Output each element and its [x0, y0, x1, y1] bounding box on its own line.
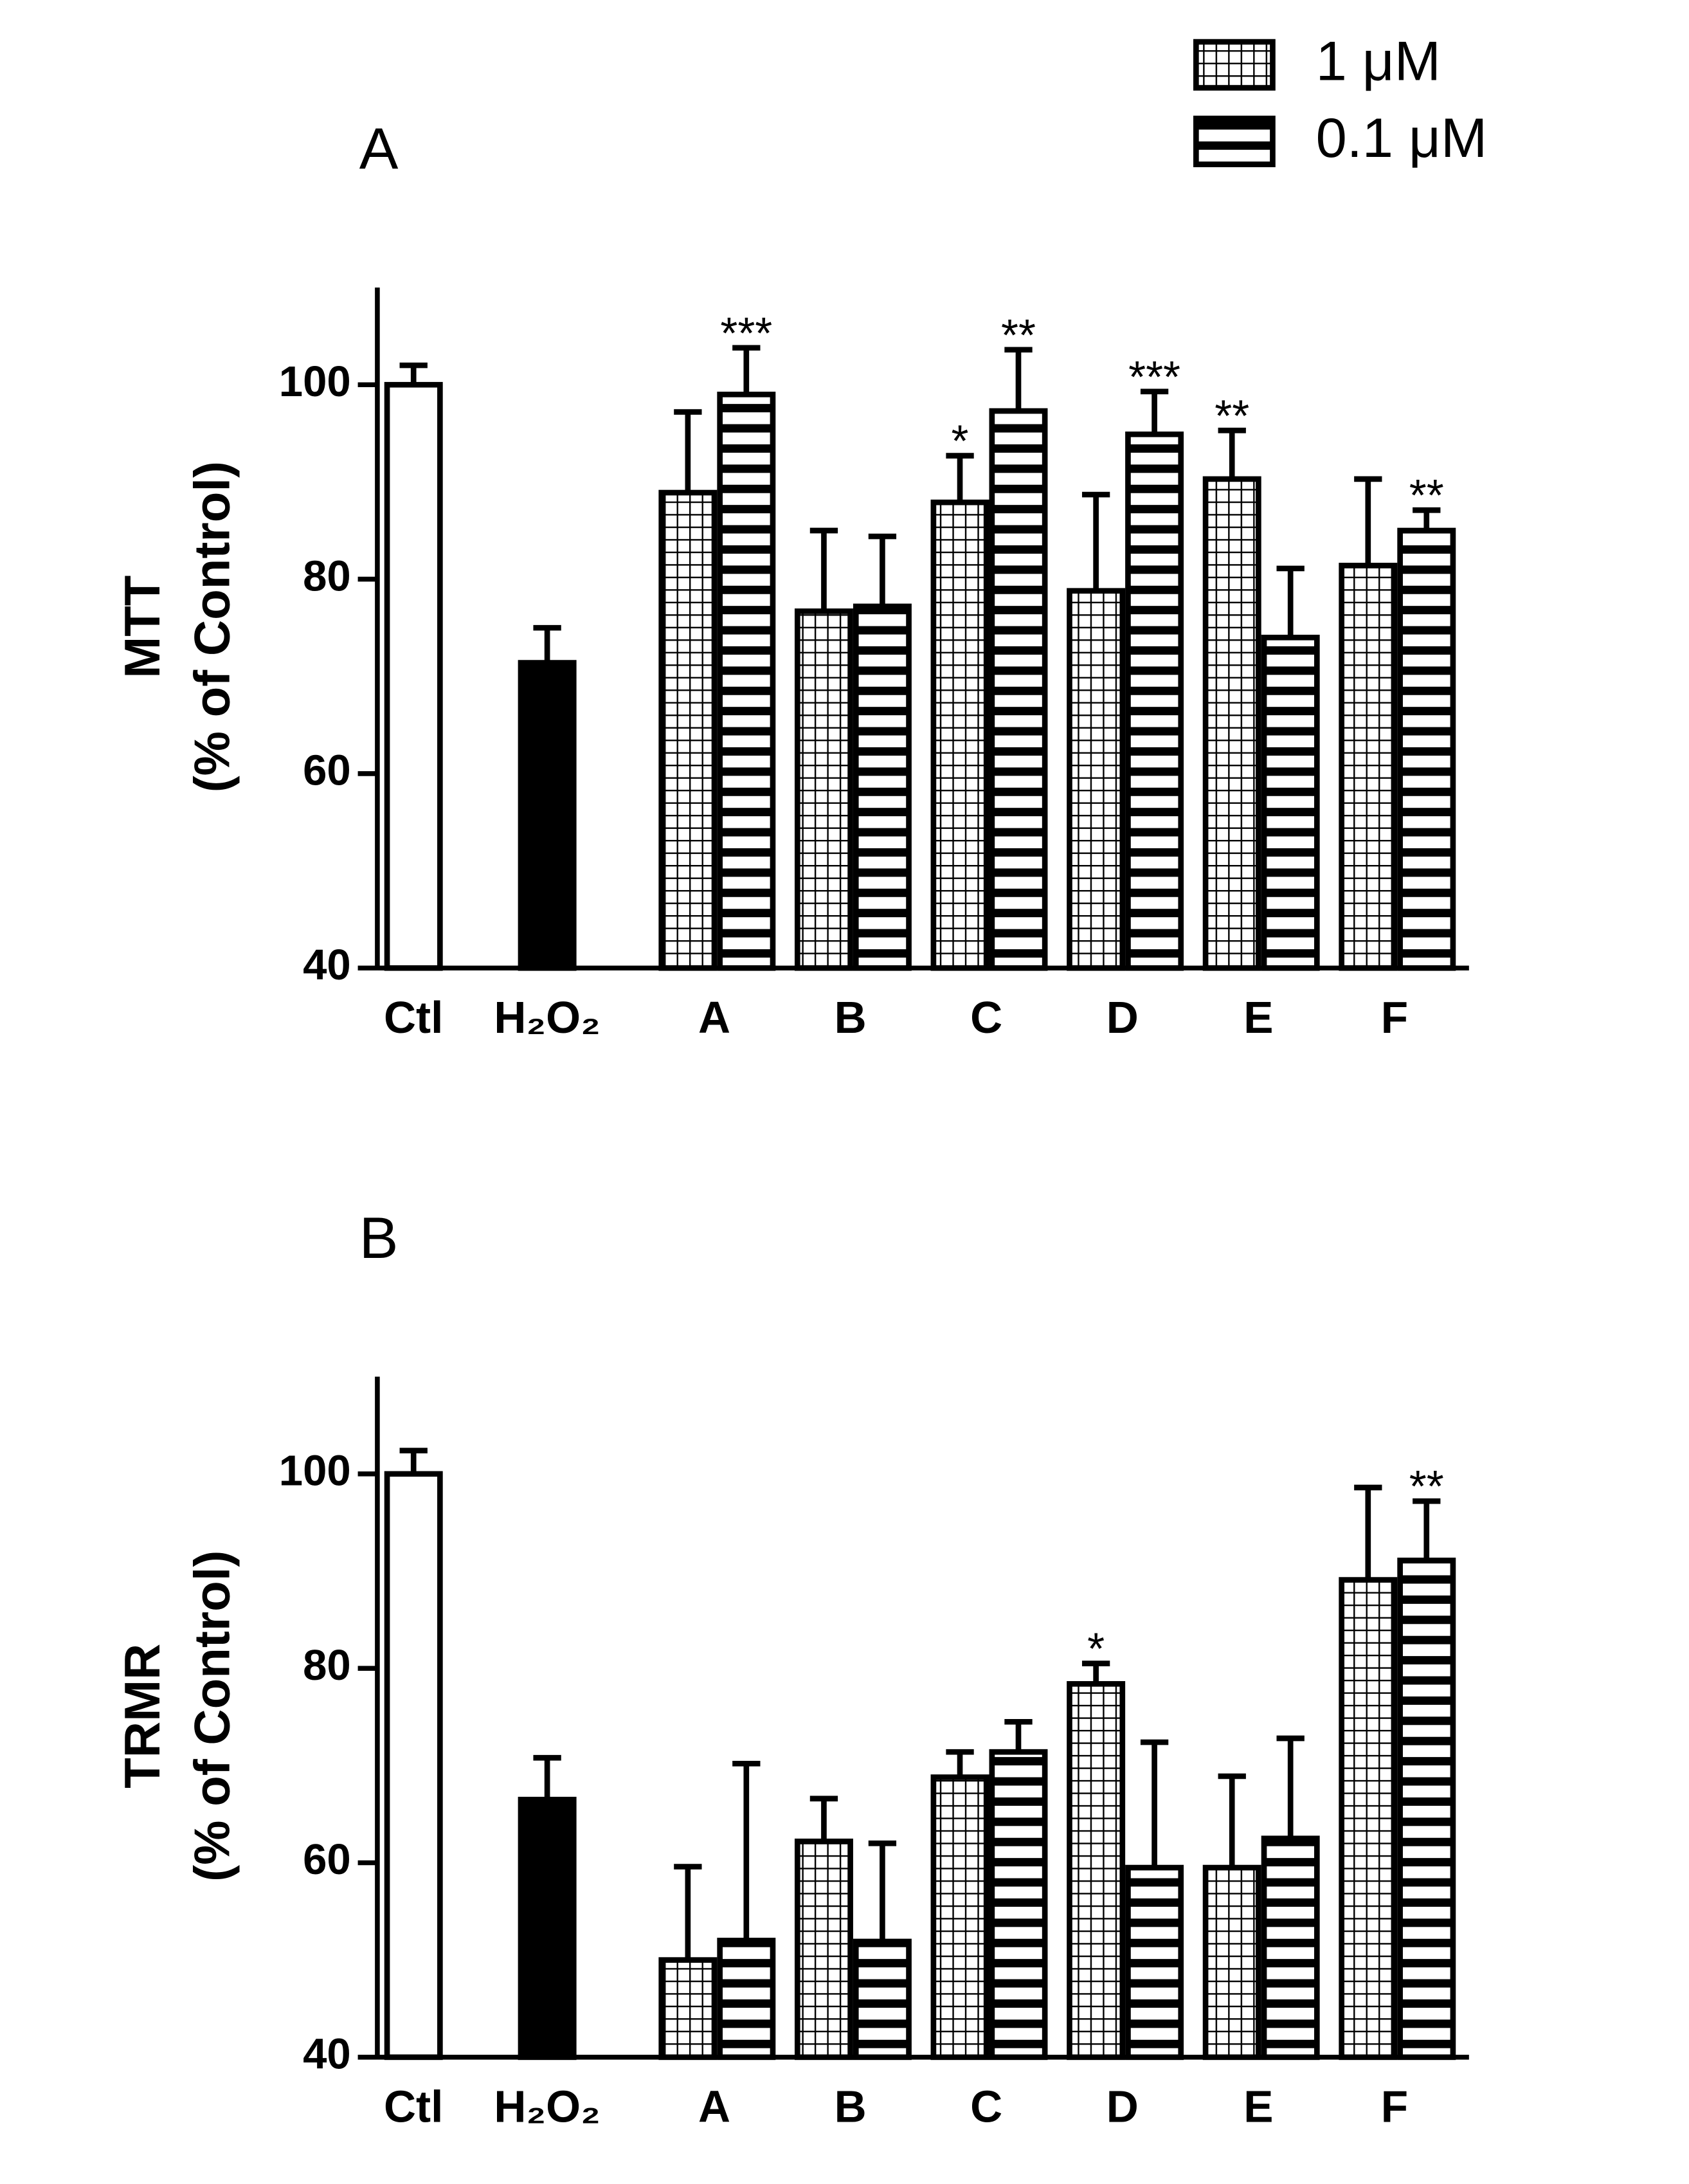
bar — [1067, 1681, 1126, 2061]
bar — [989, 408, 1048, 971]
error-bar — [1276, 1735, 1305, 1839]
y-tick-label: 40 — [303, 941, 351, 989]
error-bar — [868, 533, 897, 606]
error-bar — [1081, 1661, 1110, 1684]
bar — [658, 1957, 718, 2061]
error-bar — [399, 362, 428, 385]
error-bar — [868, 1840, 897, 1942]
error-bar — [399, 1448, 428, 1474]
y-tick-label: 100 — [279, 1447, 351, 1495]
error-bar — [1413, 507, 1441, 531]
bar — [1339, 1577, 1398, 2061]
panel-label: B — [359, 1206, 399, 1271]
error-bar — [809, 527, 838, 612]
error-bar — [946, 453, 974, 503]
bar — [1125, 432, 1184, 971]
y-tick-label: 100 — [279, 358, 351, 406]
y-axis-label: (% of Control) — [183, 1551, 240, 1882]
x-tick-label: D — [1106, 992, 1139, 1042]
y-axis-label: (% of Control) — [183, 461, 240, 792]
error-bar — [1140, 1739, 1169, 1868]
error-bar — [674, 409, 702, 493]
bar — [794, 608, 853, 971]
error-bar — [1004, 1718, 1033, 1752]
bar — [853, 603, 912, 971]
x-tick-label: H₂O₂ — [494, 2081, 601, 2131]
x-tick-label: A — [698, 992, 730, 1042]
legend-swatch — [1193, 39, 1276, 91]
x-tick-label: C — [970, 2081, 1002, 2131]
error-bar — [809, 1796, 838, 1842]
bar — [717, 392, 776, 971]
x-tick-label: Ctl — [384, 2081, 443, 2131]
error-bar — [1276, 565, 1305, 638]
y-axis-label: TRMR — [114, 1644, 170, 1788]
significance-label: ** — [1409, 470, 1444, 520]
panel-label: A — [359, 116, 399, 181]
bar — [1261, 1835, 1320, 2061]
bar — [1202, 1864, 1261, 2061]
error-bar — [1354, 476, 1382, 566]
y-axis-label: MTT — [114, 576, 170, 678]
legend-label: 1 μM — [1316, 31, 1441, 93]
x-tick-label: F — [1381, 992, 1408, 1042]
error-bar — [732, 1760, 761, 1941]
y-tick-label: 80 — [303, 552, 351, 600]
bar — [1397, 1558, 1456, 2061]
bar — [717, 1938, 776, 2061]
error-bar — [533, 1754, 561, 1800]
significance-label: *** — [1128, 352, 1180, 402]
error-bar — [1354, 1484, 1382, 1580]
significance-label: * — [952, 416, 969, 466]
legend-swatch — [1193, 115, 1276, 167]
error-bar — [1218, 427, 1246, 479]
y-tick-label: 60 — [303, 1835, 351, 1884]
bar — [518, 1796, 577, 2061]
x-tick-label: E — [1243, 2081, 1273, 2131]
x-tick-label: F — [1381, 2081, 1408, 2131]
error-bar — [1413, 1498, 1441, 1561]
x-tick-label: A — [698, 2081, 730, 2131]
significance-label: ** — [1001, 310, 1036, 360]
x-tick-label: E — [1243, 992, 1273, 1042]
x-tick-label: B — [835, 992, 867, 1042]
bar — [1397, 527, 1456, 971]
bar — [930, 1774, 989, 2061]
error-bar — [1081, 491, 1110, 591]
x-tick-label: C — [970, 992, 1002, 1042]
bar — [384, 1471, 443, 2061]
bar — [930, 499, 989, 971]
y-tick-label: 60 — [303, 747, 351, 795]
bar — [1067, 588, 1126, 971]
error-bar — [674, 1864, 702, 1960]
significance-label: ** — [1215, 390, 1249, 441]
significance-label: ** — [1409, 1461, 1444, 1511]
error-bar — [732, 345, 761, 395]
bar — [1125, 1864, 1184, 2061]
y-tick-label: 80 — [303, 1641, 351, 1689]
significance-label: *** — [720, 308, 772, 358]
bar — [384, 381, 443, 971]
bar — [658, 489, 718, 971]
x-tick-label: B — [835, 2081, 867, 2131]
bar — [1261, 634, 1320, 971]
bar — [1202, 476, 1261, 971]
bar — [1339, 563, 1398, 971]
bar — [518, 660, 577, 971]
significance-label: * — [1087, 1624, 1105, 1674]
legend-label: 0.1 μM — [1316, 107, 1488, 169]
x-tick-label: D — [1106, 2081, 1139, 2131]
bar — [853, 1938, 912, 2061]
x-tick-label: H₂O₂ — [494, 992, 601, 1042]
error-bar — [533, 624, 561, 663]
bar — [794, 1838, 853, 2061]
error-bar — [1218, 1773, 1246, 1868]
error-bar — [946, 1749, 974, 1778]
error-bar — [1140, 388, 1169, 435]
y-tick-label: 40 — [303, 2030, 351, 2079]
x-tick-label: Ctl — [384, 992, 443, 1042]
bar — [989, 1749, 1048, 2061]
error-bar — [1004, 347, 1033, 412]
